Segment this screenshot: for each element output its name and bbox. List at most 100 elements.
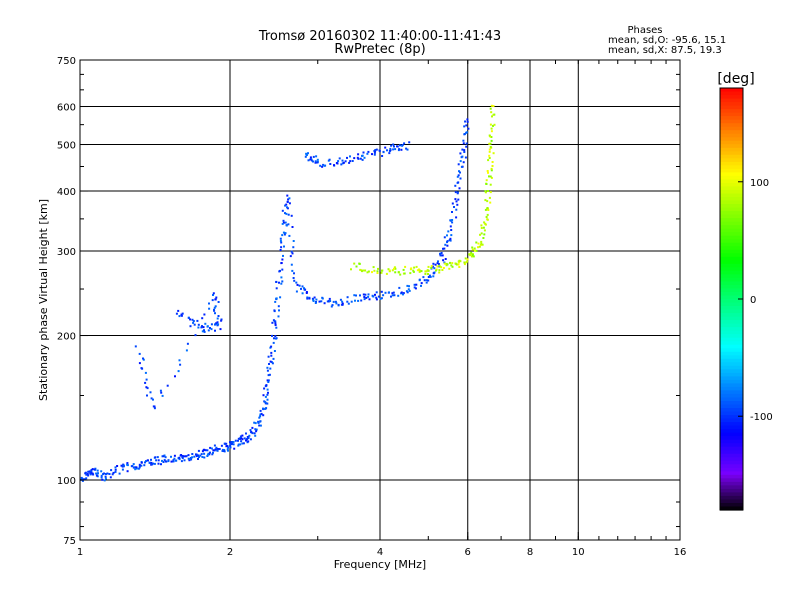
echo-point — [491, 161, 494, 163]
echo-point — [140, 461, 143, 464]
echo-point — [281, 209, 284, 212]
echo-point — [245, 432, 247, 435]
echo-point — [284, 221, 287, 224]
y-tick-label: 75 — [63, 536, 76, 547]
echo-point — [451, 219, 454, 221]
echo-point — [185, 455, 188, 458]
echo-point — [267, 379, 270, 382]
echo-point — [485, 216, 488, 218]
echo-point — [266, 398, 269, 401]
echo-point — [449, 239, 452, 242]
echo-point — [95, 472, 98, 475]
echo-point — [312, 160, 314, 163]
echo-point — [237, 437, 240, 440]
echo-point — [234, 439, 237, 442]
echo-point — [469, 254, 472, 257]
echo-point — [237, 439, 239, 442]
colorbar-segment — [720, 499, 743, 504]
echo-point — [178, 359, 181, 362]
echo-point — [213, 308, 215, 311]
echo-point — [487, 171, 489, 174]
echo-point — [462, 161, 465, 164]
echo-point — [275, 297, 278, 300]
echo-point — [291, 226, 294, 228]
echo-point — [462, 139, 465, 142]
echo-point — [279, 296, 282, 299]
colorbar-segment — [720, 471, 743, 476]
echo-point — [282, 221, 285, 224]
echo-point — [349, 155, 351, 158]
echo-point — [250, 431, 253, 433]
echo-point — [436, 265, 439, 268]
echo-point — [413, 283, 416, 286]
echo-point — [444, 243, 447, 246]
echo-point — [274, 335, 277, 338]
echo-point — [359, 157, 362, 160]
echo-point — [490, 111, 493, 114]
colorbar-segment — [720, 179, 743, 184]
colorbar-segment — [720, 327, 743, 332]
echo-point — [456, 175, 459, 178]
echo-point — [403, 272, 406, 275]
echo-point — [373, 153, 376, 156]
echo-point — [287, 223, 290, 226]
colorbar-segment — [720, 130, 743, 135]
echo-point — [267, 391, 269, 394]
echo-point — [111, 473, 114, 476]
echo-point — [254, 428, 257, 431]
echo-point — [487, 190, 489, 192]
echo-point — [420, 282, 423, 285]
echo-point — [425, 270, 428, 273]
echo-point — [151, 463, 154, 466]
echo-point — [180, 460, 183, 463]
echo-point — [391, 292, 394, 295]
echo-point — [306, 297, 309, 300]
echo-point — [219, 328, 222, 331]
echo-point — [305, 292, 308, 294]
echo-point — [189, 325, 192, 328]
echo-point — [220, 318, 223, 321]
echo-point — [430, 265, 433, 268]
echo-point — [229, 446, 232, 449]
echo-point — [285, 203, 288, 206]
echo-point — [337, 160, 340, 163]
echo-point — [214, 448, 217, 451]
echo-point — [192, 320, 195, 322]
echo-point — [97, 472, 99, 475]
colorbar-segment — [720, 91, 743, 96]
echo-point — [266, 369, 269, 372]
echo-point — [382, 151, 385, 154]
colorbar-segment — [720, 443, 743, 448]
echo-point — [281, 222, 284, 225]
echo-point — [486, 170, 489, 172]
echo-point — [366, 271, 369, 274]
echo-point — [172, 460, 175, 463]
echo-point — [155, 459, 158, 462]
echo-point — [145, 460, 147, 463]
echo-point — [237, 444, 240, 447]
echo-point — [280, 276, 283, 279]
echo-point — [209, 451, 211, 454]
echo-point — [285, 212, 288, 215]
echo-point — [210, 447, 213, 450]
echo-point — [374, 149, 377, 151]
echo-point — [451, 202, 454, 205]
echo-point — [420, 270, 423, 273]
echo-point — [163, 454, 166, 457]
echo-point — [201, 450, 204, 453]
echo-point — [153, 462, 156, 465]
echo-point — [393, 294, 396, 297]
echo-point — [281, 258, 284, 261]
echo-point — [292, 240, 295, 242]
echo-point — [201, 325, 203, 328]
echo-point — [240, 440, 243, 443]
colorbar-segment — [720, 348, 743, 353]
colorbar-segment — [720, 112, 743, 117]
echo-point — [489, 201, 492, 204]
echo-point — [114, 466, 117, 469]
echo-point — [270, 354, 273, 357]
echo-point — [126, 463, 129, 466]
echo-point — [292, 246, 295, 249]
echo-point — [91, 468, 94, 471]
echo-point — [374, 293, 376, 296]
